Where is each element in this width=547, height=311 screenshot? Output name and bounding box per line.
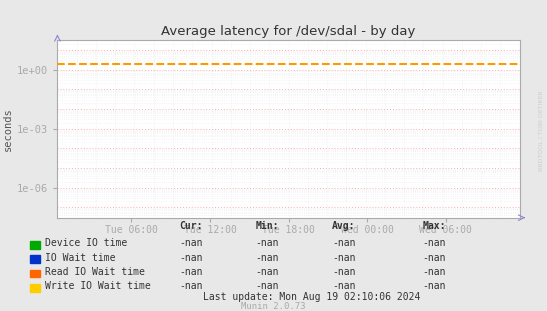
Text: Read IO Wait time: Read IO Wait time: [45, 267, 145, 277]
Text: -nan: -nan: [255, 281, 279, 291]
Text: Min:: Min:: [255, 220, 279, 230]
Text: Cur:: Cur:: [179, 220, 202, 230]
Text: -nan: -nan: [332, 253, 356, 262]
Text: Last update: Mon Aug 19 02:10:06 2024: Last update: Mon Aug 19 02:10:06 2024: [203, 292, 421, 302]
Y-axis label: seconds: seconds: [3, 107, 13, 151]
Text: -nan: -nan: [332, 238, 356, 248]
Text: -nan: -nan: [422, 267, 446, 277]
Text: RRDTOOL / TOBI OETIKER: RRDTOOL / TOBI OETIKER: [538, 90, 543, 171]
Text: -nan: -nan: [422, 253, 446, 262]
Title: Average latency for /dev/sdal - by day: Average latency for /dev/sdal - by day: [161, 25, 416, 38]
Text: -nan: -nan: [255, 253, 279, 262]
Text: -nan: -nan: [179, 281, 202, 291]
Text: Avg:: Avg:: [332, 220, 356, 230]
Text: -nan: -nan: [422, 281, 446, 291]
Text: -nan: -nan: [332, 281, 356, 291]
Text: -nan: -nan: [255, 267, 279, 277]
Text: Write IO Wait time: Write IO Wait time: [45, 281, 150, 291]
Text: -nan: -nan: [422, 238, 446, 248]
Text: IO Wait time: IO Wait time: [45, 253, 115, 262]
Text: Munin 2.0.73: Munin 2.0.73: [241, 302, 306, 311]
Text: -nan: -nan: [255, 238, 279, 248]
Text: Device IO time: Device IO time: [45, 238, 127, 248]
Text: -nan: -nan: [179, 238, 202, 248]
Text: -nan: -nan: [179, 253, 202, 262]
Text: -nan: -nan: [332, 267, 356, 277]
Text: -nan: -nan: [179, 267, 202, 277]
Text: Max:: Max:: [422, 220, 446, 230]
